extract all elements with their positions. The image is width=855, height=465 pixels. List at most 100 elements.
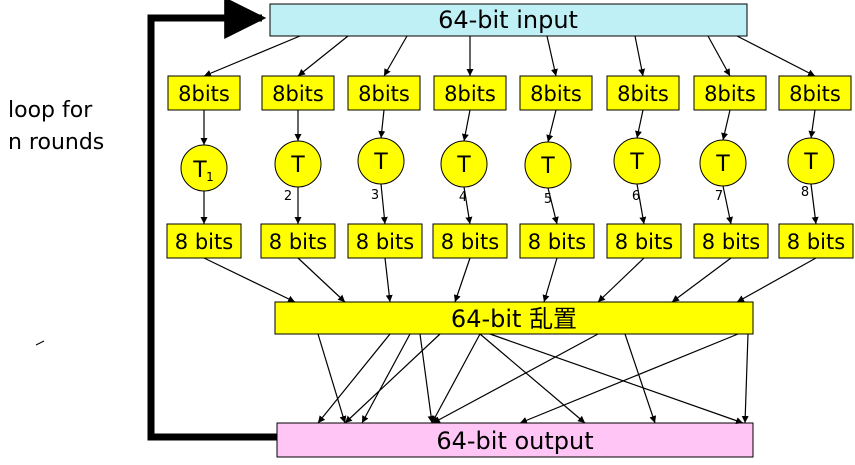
- top-block-label: 8bits: [444, 82, 496, 106]
- bottom-block-2: 8 bits: [260, 223, 336, 259]
- permutation-box: 64-bit 乱置: [274, 301, 754, 335]
- t-box-letter: T: [192, 158, 207, 183]
- permute-to-output-arrow: [741, 333, 749, 424]
- t-box-subscript: 2: [284, 189, 292, 204]
- block-to-permute-arrow: [736, 257, 817, 303]
- t-box-5: T5: [524, 141, 572, 207]
- bottom-block-label: 8 bits: [528, 230, 586, 254]
- input-to-block-arrow: [634, 35, 646, 77]
- input-box-label: 64-bit input: [438, 6, 578, 34]
- permute-to-output-arrow: [344, 333, 441, 424]
- t-box-subscript: 4: [459, 190, 467, 205]
- input-to-block-arrow: [736, 35, 816, 77]
- top-block-label: 8bits: [704, 82, 756, 106]
- t-box-letter: T: [456, 153, 471, 178]
- bottom-block-label: 8 bits: [615, 230, 673, 254]
- block-to-permute-arrow: [453, 257, 471, 303]
- loop-label-line2: n rounds: [8, 130, 104, 155]
- t-box-3: T3: [357, 137, 405, 203]
- t-to-block-arrow: [380, 183, 388, 225]
- bottom-block-label: 8 bits: [175, 230, 233, 254]
- t-box-7: T7: [699, 139, 747, 204]
- top-block-7: 8bits: [693, 75, 767, 111]
- bottom-block-6: 8 bits: [606, 223, 682, 259]
- top-block-label: 8bits: [272, 82, 324, 106]
- top-block-5: 8bits: [519, 75, 593, 111]
- permute-to-output-arrow: [361, 333, 411, 424]
- top-block-6: 8bits: [606, 75, 680, 111]
- permute-to-output-arrow: [432, 333, 599, 424]
- loop-back-arrow: [147, 0, 277, 441]
- t-box-2: T2: [274, 140, 322, 204]
- permute-to-output-arrow: [317, 333, 347, 424]
- bottom-blocks-row: 8 bits 8 bits 8 bits 8 bits 8 bits 8 bits 8 bi…: [166, 223, 854, 259]
- block-to-permute-arrow: [597, 257, 645, 303]
- permute-to-output-arrow: [317, 333, 391, 424]
- loop-label-line1: loop for: [8, 98, 93, 123]
- bottom-block-label: 8 bits: [356, 230, 414, 254]
- permute-to-output-arrow: [431, 333, 481, 424]
- t-to-block-arrow: [547, 187, 559, 225]
- permute-to-output-arrow: [489, 333, 744, 424]
- top-block-3: 8bits: [347, 75, 421, 111]
- input-to-block-arrow: [546, 35, 558, 77]
- block-to-t-arrow: [378, 109, 386, 139]
- block-to-permute-arrow: [542, 257, 558, 303]
- t-box-8: T8: [787, 137, 835, 200]
- bottom-block-8: 8 bits: [778, 223, 854, 259]
- permute-to-output-arrow: [479, 333, 586, 424]
- permute-to-output-arrow: [519, 333, 739, 424]
- t-box-letter: T: [803, 150, 818, 175]
- top-block-2: 8bits: [261, 75, 335, 111]
- t-box-subscript: 6: [632, 189, 640, 204]
- bottom-block-label: 8 bits: [702, 230, 760, 254]
- input-box: 64-bit input: [269, 3, 748, 37]
- permute-to-output-arrow: [624, 333, 657, 424]
- t-box-subscript: 8: [801, 185, 809, 200]
- output-box: 64-bit output: [276, 422, 754, 458]
- t-box-4: T4: [440, 140, 488, 205]
- t-to-block-arrow: [722, 185, 733, 225]
- top-block-8: 8bits: [778, 75, 852, 111]
- t-box-6: T6: [613, 137, 661, 204]
- permute-to-output-arrow: [419, 333, 435, 424]
- input-to-block-arrow: [383, 35, 408, 77]
- t-box-letter: T: [290, 153, 305, 178]
- block-to-permute-arrow: [384, 257, 393, 303]
- top-block-label: 8bits: [789, 82, 841, 106]
- t-to-block-arrow: [810, 183, 819, 225]
- output-box-label: 64-bit output: [436, 427, 593, 455]
- t-to-block-arrow: [463, 186, 473, 225]
- bottom-block-label: 8 bits: [787, 230, 845, 254]
- bottom-block-3: 8 bits: [347, 223, 423, 259]
- t-box-subscript: 1: [206, 170, 214, 184]
- bottom-block-7: 8 bits: [693, 223, 769, 259]
- block-to-permute-arrow: [671, 257, 732, 303]
- t-box-subscript: 5: [544, 192, 552, 207]
- top-block-label: 8bits: [358, 82, 410, 106]
- top-block-label: 8bits: [617, 82, 669, 106]
- block-to-t-arrow: [721, 109, 731, 141]
- block-to-t-arrow: [635, 109, 644, 139]
- bottom-block-label: 8 bits: [269, 230, 327, 254]
- bottom-block-4: 8 bits: [432, 223, 508, 259]
- block-to-t-arrow: [808, 109, 816, 139]
- bottom-block-label: 8 bits: [441, 230, 499, 254]
- top-block-1: 8bits: [167, 75, 241, 111]
- bottom-block-5: 8 bits: [519, 223, 595, 259]
- t-to-block-arrow: [636, 183, 647, 225]
- block-to-permute-arrow: [297, 257, 346, 303]
- t-box-subscript: 7: [715, 189, 723, 204]
- input-to-block-arrow: [707, 35, 731, 77]
- block-to-permute-arrow: [203, 257, 296, 303]
- t-box-letter: T: [715, 152, 730, 177]
- top-blocks-row: 8bits 8bits 8bits 8bits 8bits 8bits 8bits 8bits: [167, 75, 852, 111]
- arrows: [200, 35, 819, 424]
- t-box-subscript: 3: [371, 188, 379, 203]
- input-to-block-arrow: [203, 35, 301, 77]
- input-to-block-arrow: [297, 35, 349, 77]
- top-block-4: 8bits: [433, 75, 507, 111]
